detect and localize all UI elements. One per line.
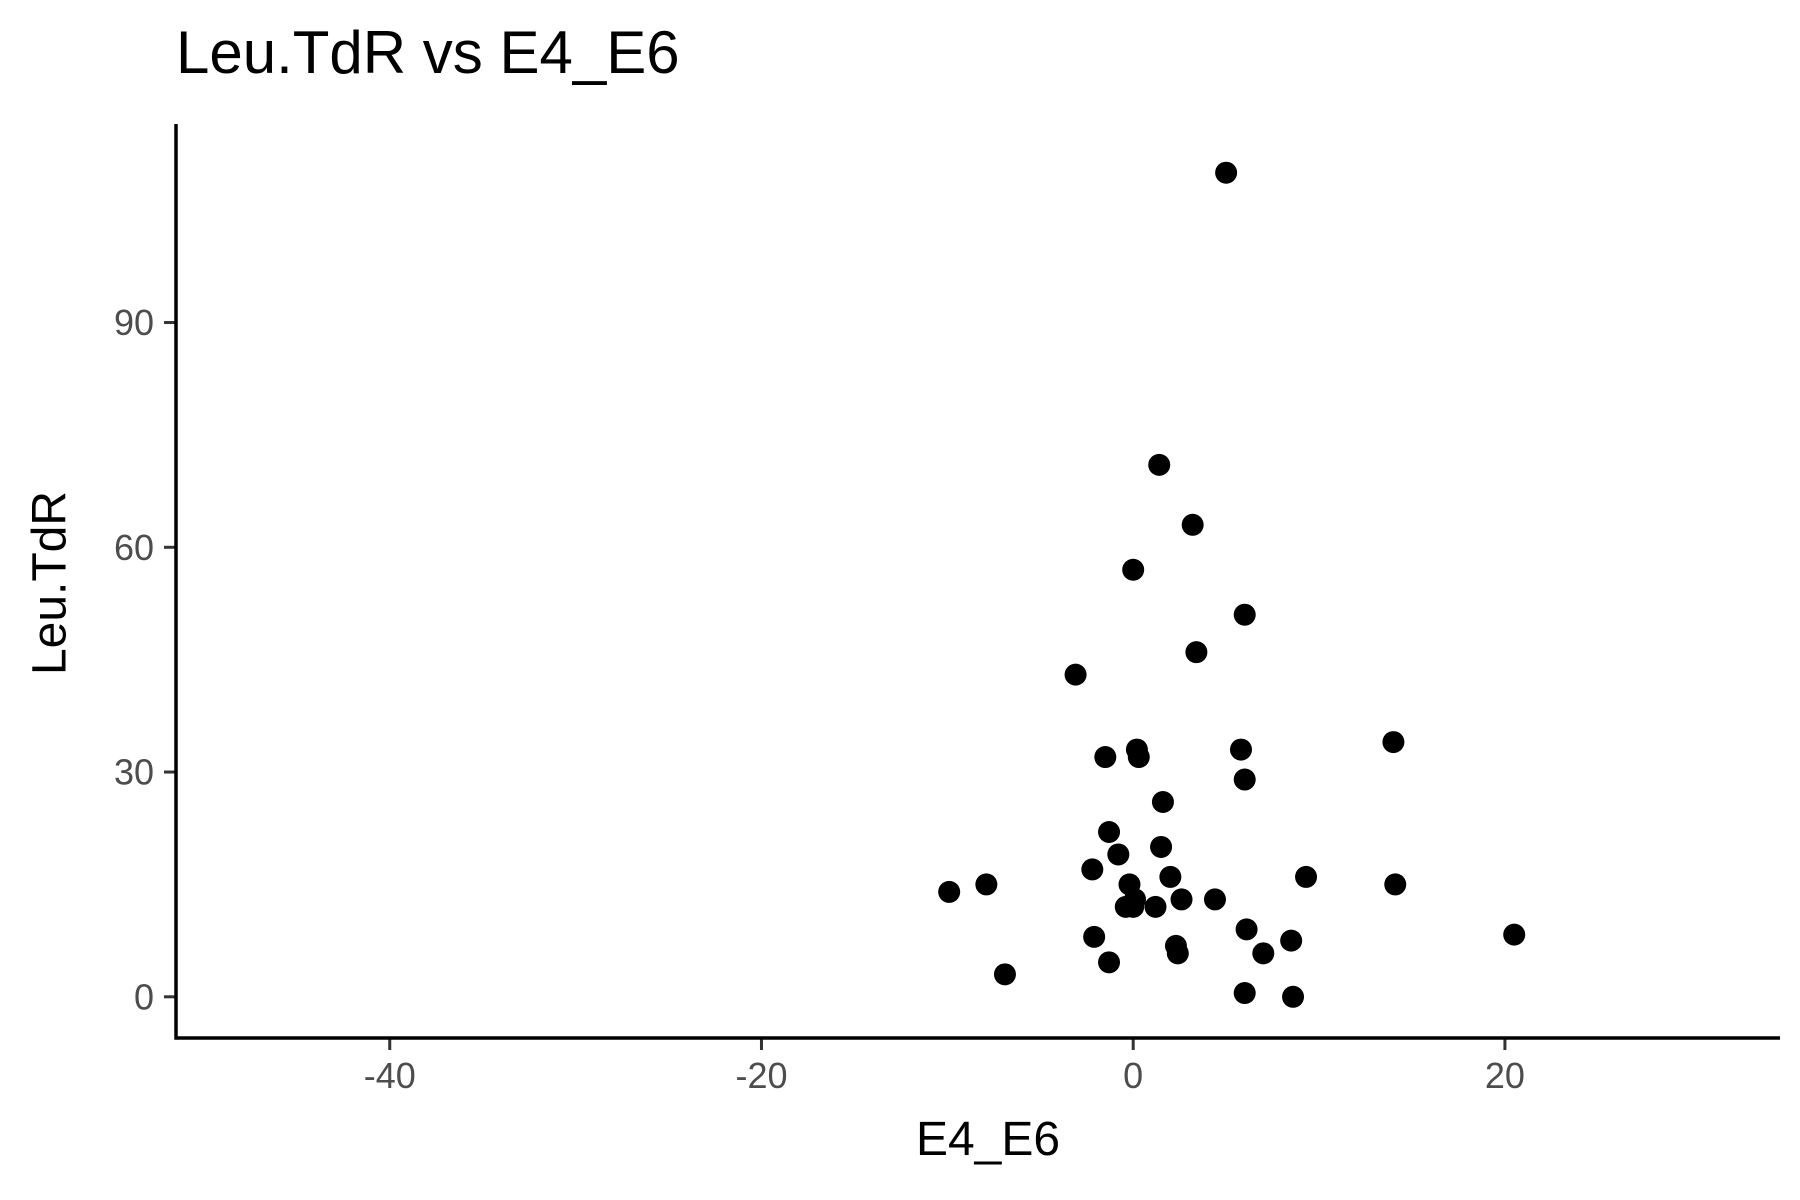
data-point <box>1295 865 1318 888</box>
y-tick-label: 60 <box>114 527 154 568</box>
data-point <box>1233 982 1256 1005</box>
data-point <box>1233 768 1256 791</box>
data-points <box>938 161 1526 1008</box>
y-tick-label: 30 <box>114 752 154 793</box>
data-point <box>1127 746 1150 769</box>
data-point <box>1252 942 1275 965</box>
data-point <box>1282 985 1305 1008</box>
data-point <box>1215 161 1238 184</box>
data-point <box>1280 929 1303 952</box>
data-point <box>1122 558 1145 581</box>
y-tick-label: 0 <box>134 976 154 1017</box>
x-tick-label: 0 <box>1123 1055 1143 1096</box>
data-point <box>1203 888 1226 911</box>
data-point <box>1159 865 1182 888</box>
x-tick-label: -20 <box>735 1055 787 1096</box>
chart-title: Leu.TdR vs E4_E6 <box>176 19 680 86</box>
data-point <box>1170 888 1193 911</box>
data-point <box>1150 835 1173 858</box>
data-point <box>993 963 1016 986</box>
data-point <box>1098 951 1121 974</box>
x-axis-label-container: E4_E6 <box>0 1112 1800 1167</box>
data-point <box>1503 923 1526 946</box>
data-point <box>1233 603 1256 626</box>
y-axis-ticks: 0 30 60 90 <box>114 302 176 1017</box>
x-axis-ticks: -40 -20 0 20 <box>364 1038 1525 1096</box>
x-tick-label: -40 <box>364 1055 416 1096</box>
data-point <box>1081 858 1104 881</box>
x-tick-label: 20 <box>1485 1055 1525 1096</box>
data-point <box>975 873 998 896</box>
data-point <box>1083 925 1106 948</box>
data-point <box>1151 791 1174 814</box>
data-point <box>1166 942 1189 965</box>
data-point <box>1098 820 1121 843</box>
y-tick-label: 90 <box>114 302 154 343</box>
data-point <box>1148 453 1171 476</box>
data-point <box>1185 641 1208 664</box>
data-point <box>1384 873 1407 896</box>
data-point <box>1229 738 1252 761</box>
data-point <box>1064 663 1087 686</box>
data-point <box>1094 746 1117 769</box>
data-point <box>1382 731 1405 754</box>
data-point <box>1122 895 1145 918</box>
data-point <box>1107 843 1130 866</box>
x-axis-label: E4_E6 <box>915 1113 1061 1166</box>
data-point <box>938 880 961 903</box>
data-point <box>1144 895 1167 918</box>
data-point <box>1235 918 1258 941</box>
data-point <box>1181 513 1204 536</box>
